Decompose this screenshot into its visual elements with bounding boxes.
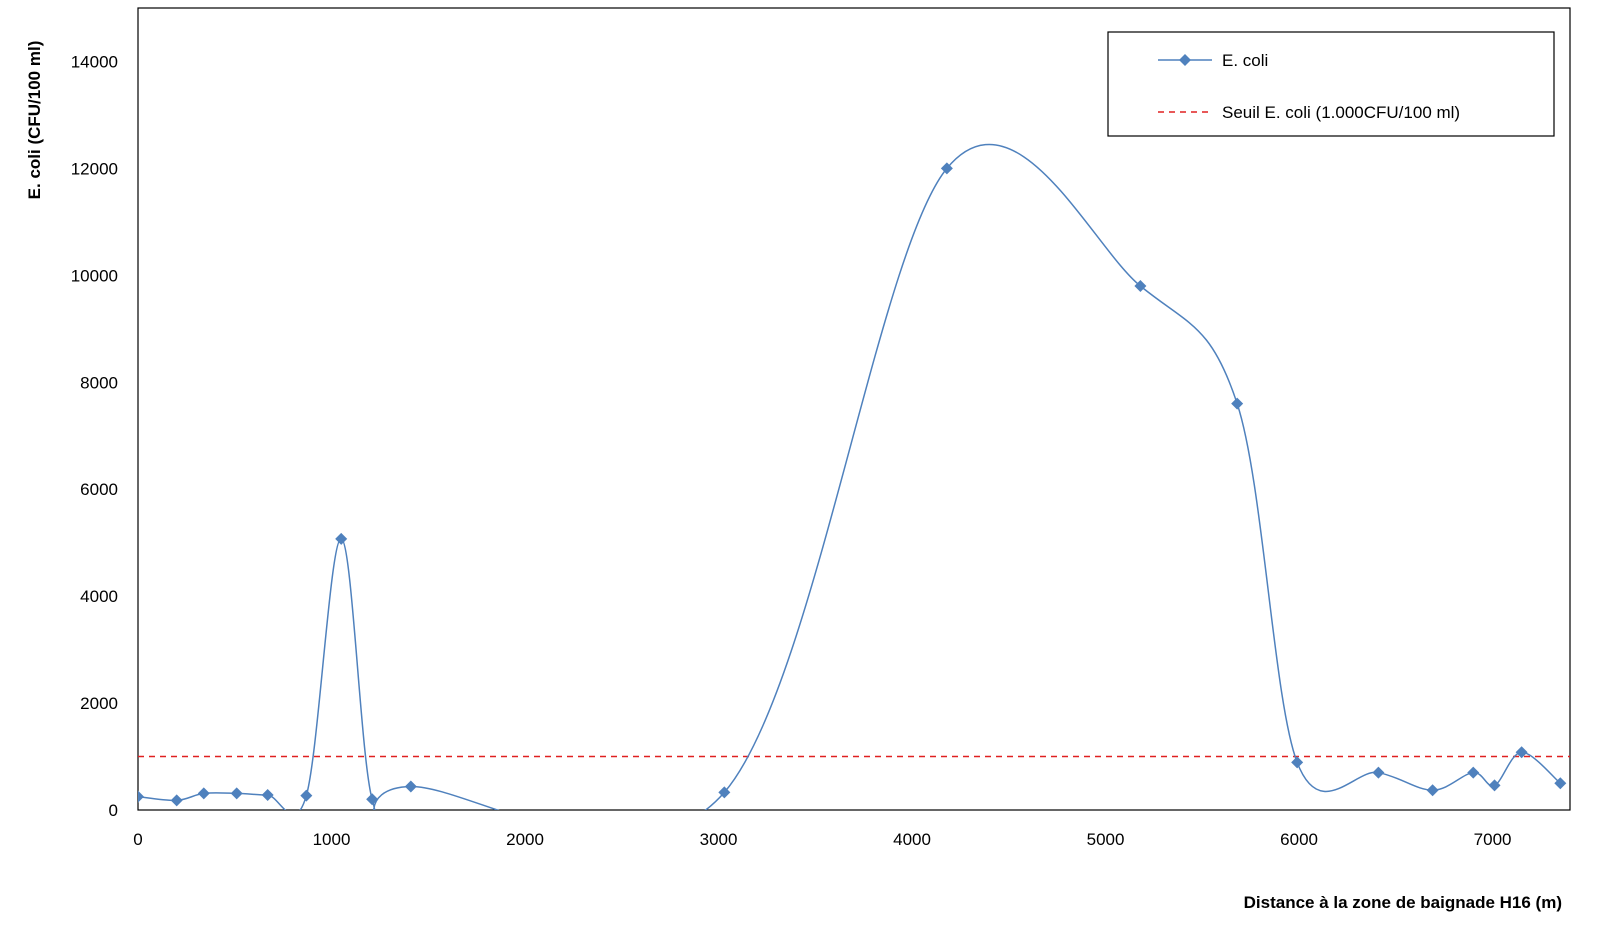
x-tick-label: 4000 [893, 830, 931, 849]
data-point-marker [1488, 779, 1501, 792]
data-point-marker [170, 794, 183, 807]
x-tick-label: 1000 [313, 830, 351, 849]
plot-area: 0 2000 4000 6000 8000 10000 12000 14000 0 1000 20… [71, 7, 1571, 849]
data-point-marker [300, 789, 313, 802]
y-axis-ticks: 0 2000 4000 6000 8000 10000 12000 14000 [71, 52, 118, 820]
y-tick-label: 8000 [80, 373, 118, 392]
x-tick-label: 5000 [1087, 830, 1125, 849]
data-point-marker [1426, 784, 1439, 797]
data-point-marker [404, 780, 417, 793]
series-line-e-coli [138, 143, 1561, 810]
data-point-marker [1467, 766, 1480, 779]
data-point-marker [940, 162, 953, 175]
x-axis-title: Distance à la zone de baignade H16 (m) [1244, 893, 1562, 912]
data-point-marker [1372, 766, 1385, 779]
data-point-marker [718, 786, 731, 799]
data-point-marker [261, 789, 274, 802]
y-tick-label: 6000 [80, 480, 118, 499]
y-tick-label: 4000 [80, 587, 118, 606]
x-axis-ticks: 0 1000 2000 3000 4000 5000 6000 7000 [133, 830, 1511, 849]
legend-marker-e-coli [1179, 54, 1191, 66]
data-point-marker [1554, 777, 1567, 790]
y-tick-label: 2000 [80, 694, 118, 713]
data-point-marker [1134, 280, 1147, 293]
data-point-marker [1231, 397, 1244, 410]
x-tick-label: 3000 [700, 830, 738, 849]
data-point-marker [230, 787, 243, 800]
y-tick-label: 14000 [71, 52, 118, 71]
legend-label-e-coli: E. coli [1222, 51, 1268, 70]
y-tick-label: 0 [109, 801, 118, 820]
x-tick-label: 2000 [506, 830, 544, 849]
series-markers [138, 162, 1567, 807]
y-axis-title: E. coli (CFU/100 ml) [25, 41, 44, 200]
data-point-marker [138, 790, 144, 803]
legend-label-threshold: Seuil E. coli (1.000CFU/100 ml) [1222, 103, 1460, 122]
y-tick-label: 12000 [71, 159, 118, 178]
x-tick-label: 6000 [1280, 830, 1318, 849]
legend: E. coli Seuil E. coli (1.000CFU/100 ml) [1107, 31, 1555, 137]
data-point-marker [335, 532, 348, 545]
y-tick-label: 10000 [71, 266, 118, 285]
x-tick-label: 0 [133, 830, 142, 849]
data-point-marker [1515, 746, 1528, 759]
legend-box [1107, 31, 1555, 137]
x-tick-label: 7000 [1474, 830, 1512, 849]
plot-frame [137, 7, 1571, 811]
data-point-marker [197, 787, 210, 800]
data-point-marker [1291, 756, 1304, 769]
data-point-marker [366, 793, 379, 806]
